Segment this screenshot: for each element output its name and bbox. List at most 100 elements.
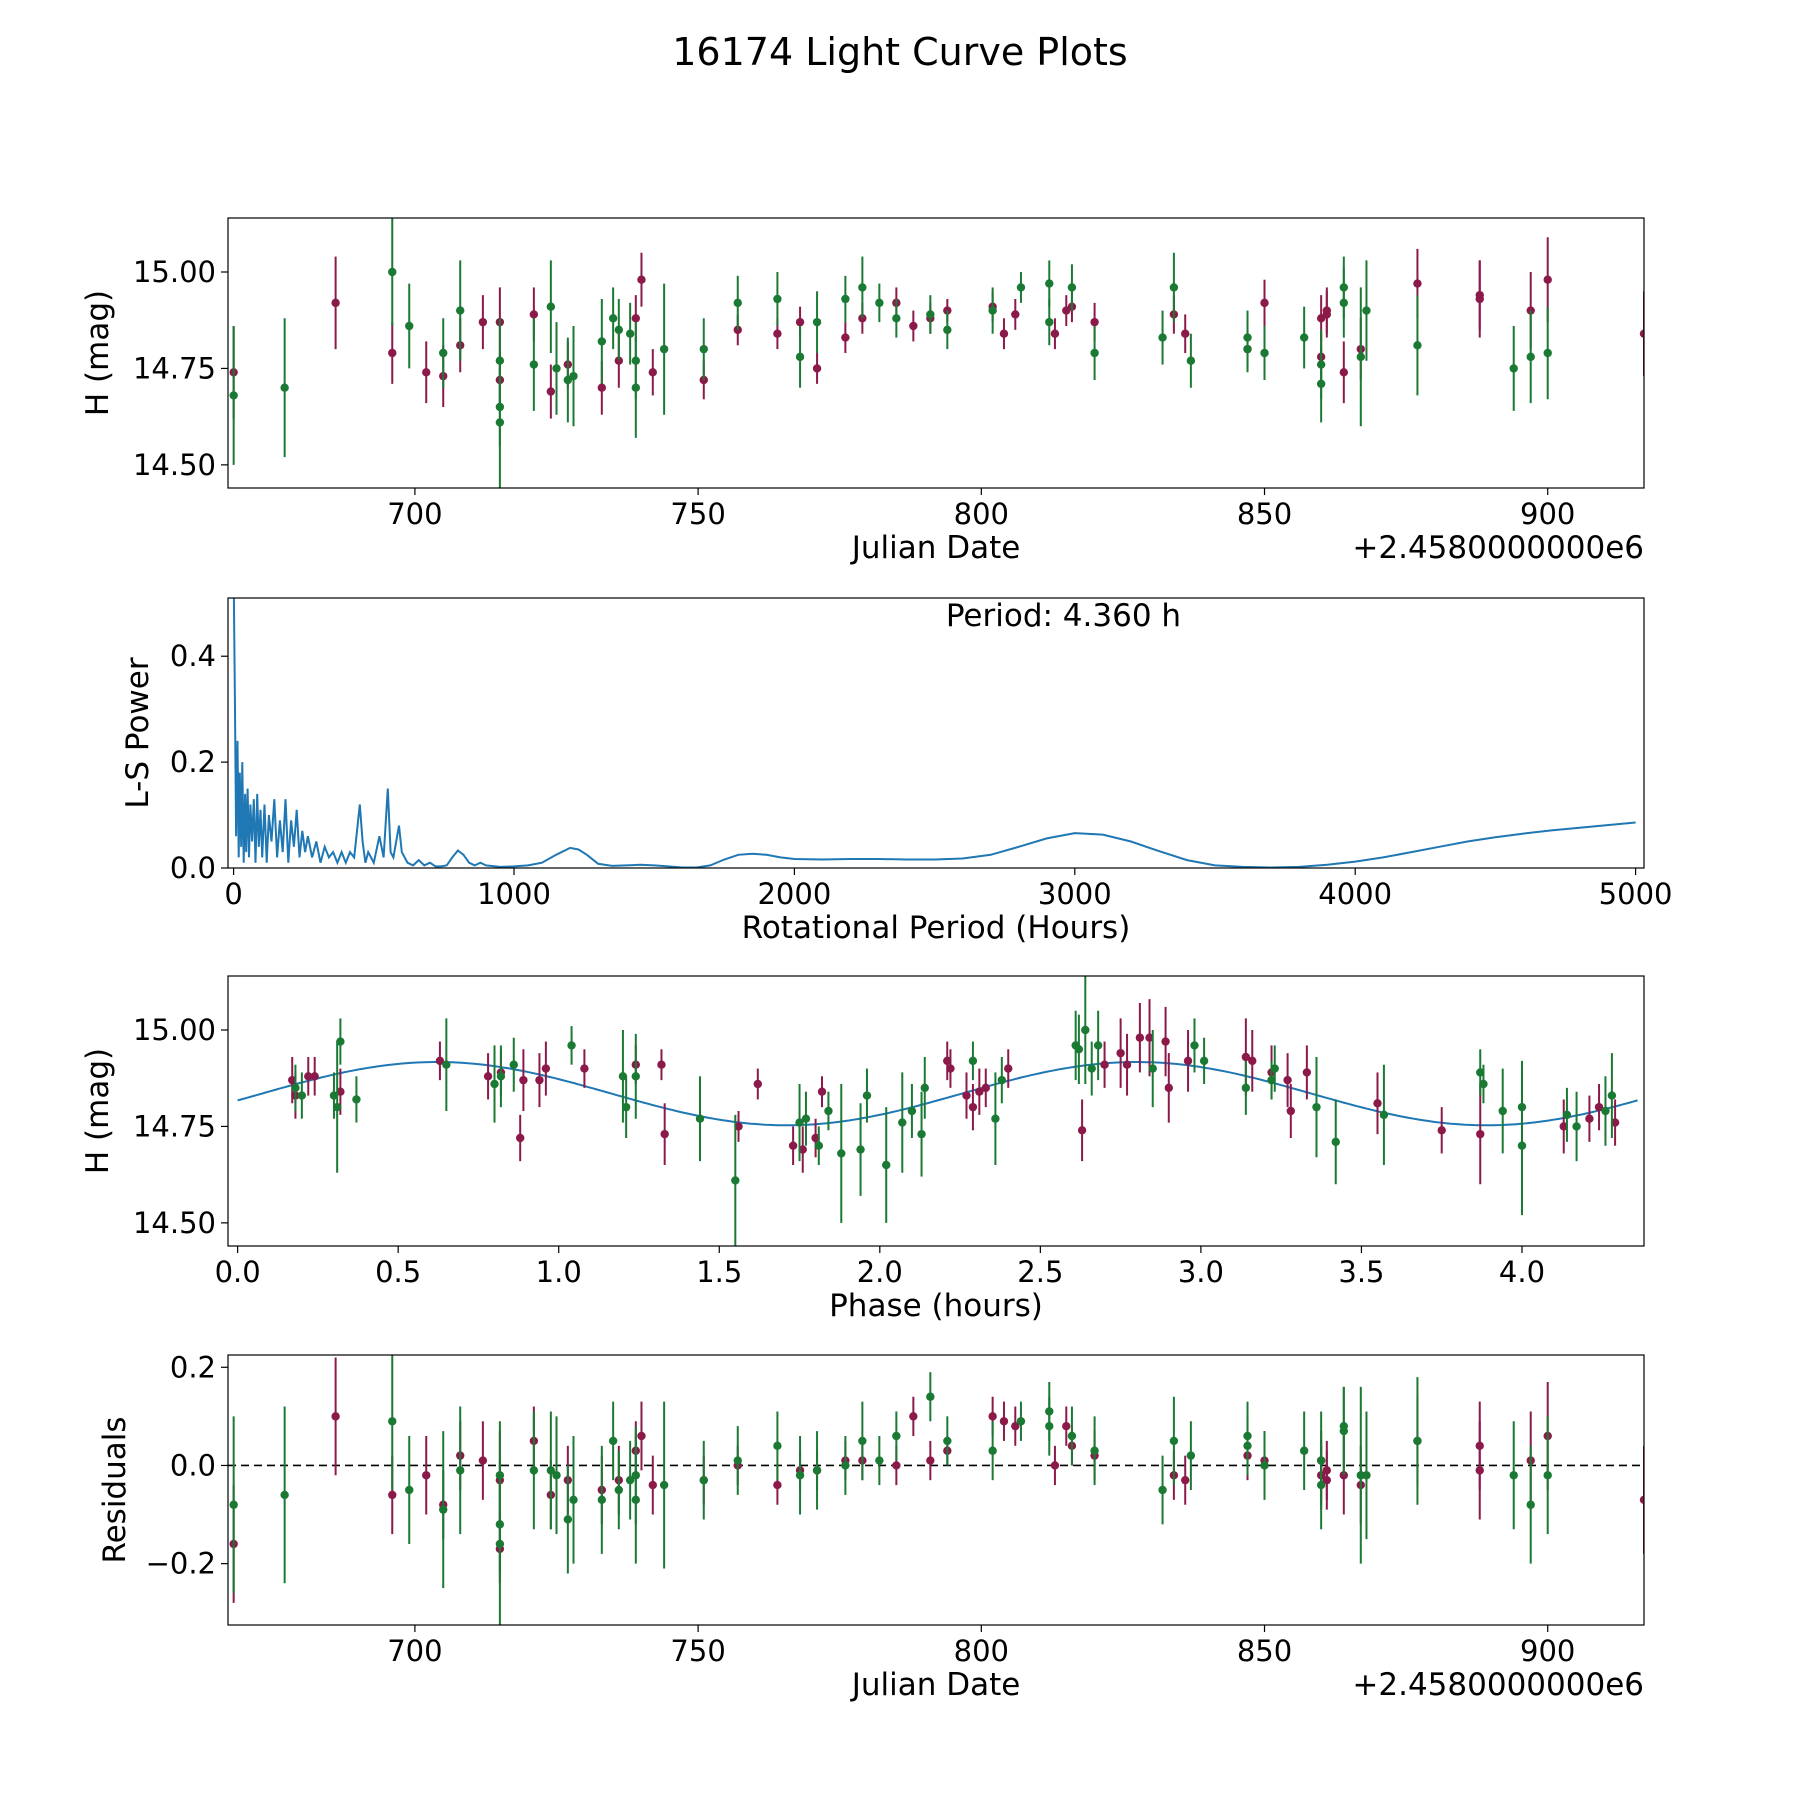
data-point [435,1056,445,1066]
data-point [1067,1431,1077,1441]
data-point [496,1072,506,1081]
x-tick-label: 750 [670,1634,725,1668]
data-point [659,1480,669,1490]
y-tick-label: 14.75 [133,1109,216,1143]
y-tick-label: 0.0 [170,1448,216,1482]
phase_folded-frame [227,975,1645,1247]
data-point [552,364,561,373]
data-point [926,1456,935,1465]
data-point [892,1461,901,1470]
data-point [988,1446,997,1455]
data-point [1260,298,1269,308]
data-point [898,1118,907,1127]
data-point [1517,1141,1527,1150]
data-point [515,1133,525,1143]
data-point [795,1118,804,1127]
data-point [621,1102,631,1112]
data-point [1169,1436,1179,1446]
x-tick-label: 800 [954,497,1009,531]
data-point [614,1485,624,1495]
data-point [909,321,918,331]
data-point [811,1133,820,1143]
light_curve-panel: 700 750 800 850 900 14.50 14.75 15.00 Julian Dat… [80,217,1645,566]
light_curve-plot-area [229,218,1644,488]
data-point [422,1471,431,1480]
data-point [909,1412,918,1421]
x-tick-label: 750 [670,497,725,531]
data-point [597,337,607,346]
data-point [837,1149,846,1158]
data-point [1339,368,1349,377]
data-point [1243,1441,1252,1451]
data-point [495,1539,505,1549]
data-point [1373,1099,1382,1108]
data-point [841,1461,850,1470]
data-point [788,1141,798,1150]
model-fit-curve [237,1061,1638,1127]
data-point [563,1515,573,1524]
data-point [1572,1122,1581,1131]
data-point [1312,1102,1321,1112]
data-point [1087,1064,1096,1073]
data-point [546,1466,556,1475]
residuals-frame [227,1354,1645,1626]
data-point [336,1037,345,1046]
x-tick-label: 700 [387,497,442,531]
data-point [657,1060,666,1069]
data-point [1181,329,1190,338]
data-point [773,294,782,304]
data-point [352,1095,361,1104]
x-tick-label: 3.5 [1338,1255,1384,1289]
data-point [926,310,935,319]
data-point [1475,294,1484,304]
data-point [1379,1110,1389,1120]
data-point [546,302,556,311]
data-point [1526,306,1535,315]
data-point [1169,283,1179,292]
x-offset-label: +2.4580000000e6 [1352,530,1644,566]
plot-panels: 700 750 800 850 900 14.50 14.75 15.00 Julian Dat… [80,217,1673,1703]
x-tick-label: 4000 [1318,877,1392,911]
data-point [495,418,505,427]
data-point [331,298,340,308]
x-axis-label: Julian Date [850,1667,1021,1703]
data-point [614,325,624,335]
data-point [608,314,618,323]
residuals-panel: 700 750 800 850 900 −0.2 0.0 0.2 Julian Date Resi… [97,1350,1645,1703]
data-point [1243,344,1252,354]
data-point [1543,275,1552,284]
data-point [1543,348,1552,358]
x-tick-label: 850 [1237,1634,1292,1668]
data-point [875,1456,884,1465]
data-point [1356,352,1366,362]
data-point [552,1471,561,1480]
x-tick-label: 0.0 [215,1255,261,1289]
data-point [988,306,997,315]
data-point [535,1075,544,1085]
data-point [1045,279,1054,288]
x-tick-label: 0 [224,877,242,911]
data-point [1362,306,1371,315]
data-point [981,1083,990,1093]
y-axis-label: Residuals [97,1416,133,1563]
data-point [968,1102,978,1112]
data-point [1339,1426,1349,1436]
data-point [1562,1110,1572,1120]
data-point [329,1091,339,1100]
data-point [968,1056,978,1066]
data-point [824,1106,833,1116]
data-point [841,333,850,342]
y-tick-label: 0.2 [170,1350,216,1384]
x-tick-label: 5000 [1599,877,1673,911]
data-point [637,275,646,284]
x-tick-label: 1.0 [536,1255,582,1289]
data-point [456,1466,465,1475]
data-point [773,1480,782,1490]
data-point [1260,348,1269,358]
y-axis-label: H (mag) [80,1048,116,1174]
data-point [608,1436,618,1446]
data-point [1241,1052,1251,1062]
y-tick-label: −0.2 [146,1547,216,1581]
data-point [1413,341,1422,350]
